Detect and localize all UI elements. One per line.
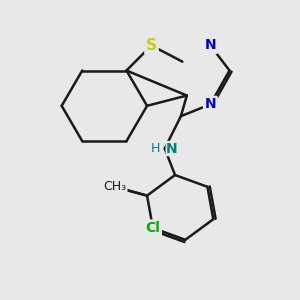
Text: Cl: Cl xyxy=(146,221,160,235)
Text: H: H xyxy=(151,142,160,155)
Text: S: S xyxy=(146,38,157,53)
Text: N: N xyxy=(166,142,178,155)
Text: N: N xyxy=(205,98,216,111)
Text: N: N xyxy=(205,38,216,52)
Text: CH₃: CH₃ xyxy=(103,180,126,193)
